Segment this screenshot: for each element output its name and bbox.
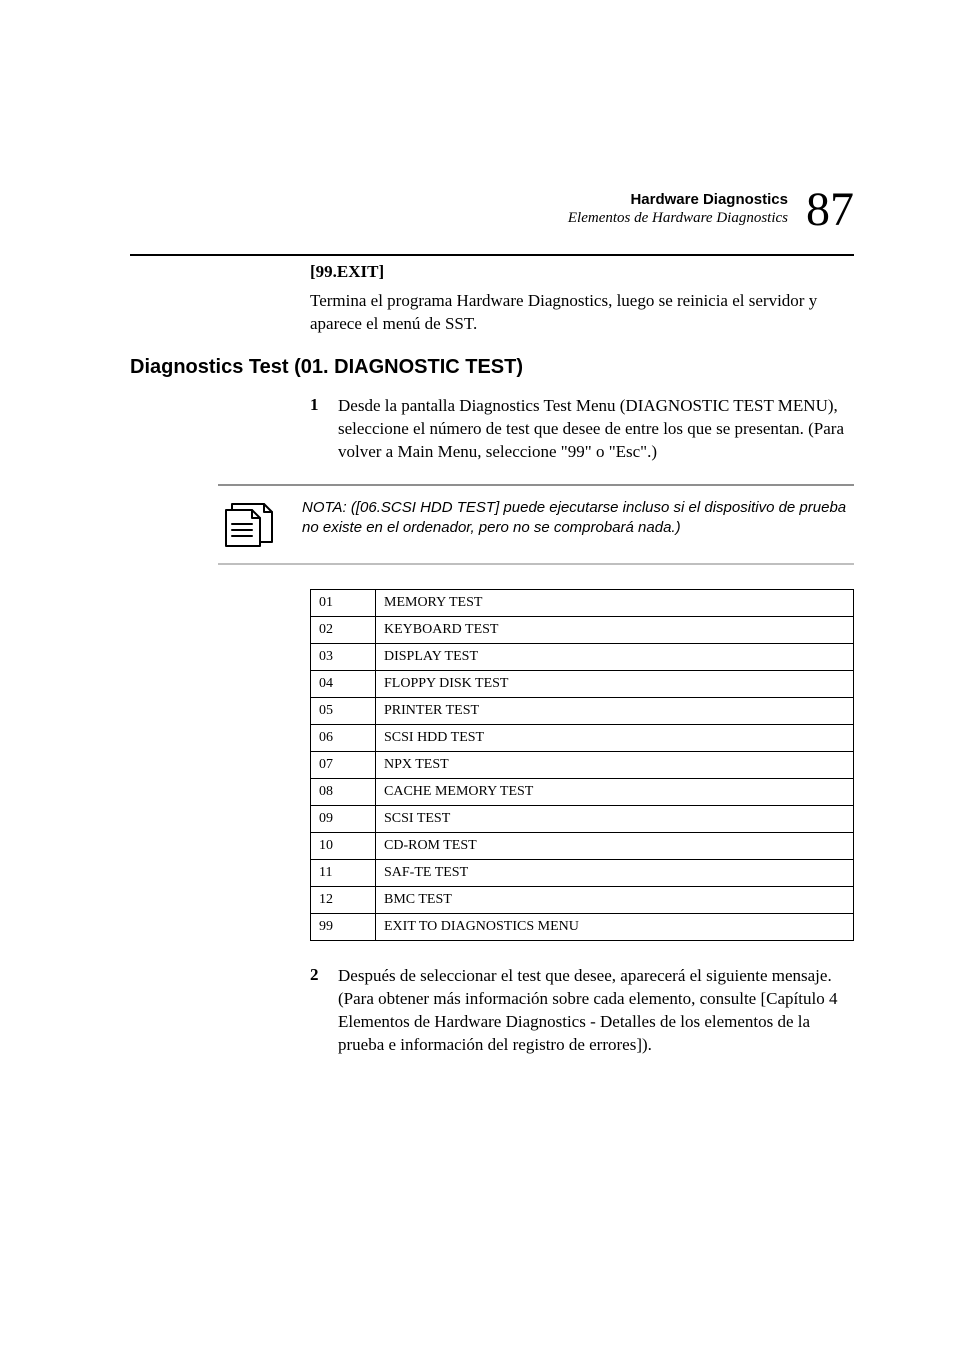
test-name-cell: KEYBOARD TEST bbox=[376, 616, 854, 643]
test-name-cell: PRINTER TEST bbox=[376, 697, 854, 724]
page-header: Hardware Diagnostics Elementos de Hardwa… bbox=[568, 186, 854, 234]
test-code-cell: 09 bbox=[311, 805, 376, 832]
test-code-cell: 12 bbox=[311, 886, 376, 913]
table-row: 06SCSI HDD TEST bbox=[311, 724, 854, 751]
table-row: 04FLOPPY DISK TEST bbox=[311, 670, 854, 697]
step-2-line1: Después de seleccionar el test que desee… bbox=[338, 966, 832, 985]
step-1: 1 Desde la pantalla Diagnostics Test Men… bbox=[310, 395, 854, 464]
test-code-cell: 99 bbox=[311, 913, 376, 940]
page-number: 87 bbox=[806, 186, 854, 234]
test-code-cell: 04 bbox=[311, 670, 376, 697]
exit-paragraph: Termina el programa Hardware Diagnostics… bbox=[310, 290, 854, 336]
test-code-cell: 07 bbox=[311, 751, 376, 778]
test-code-cell: 11 bbox=[311, 859, 376, 886]
step-2-body: Después de seleccionar el test que desee… bbox=[338, 965, 854, 1057]
header-rule bbox=[130, 254, 854, 256]
table-row: 07NPX TEST bbox=[311, 751, 854, 778]
table-row: 09SCSI TEST bbox=[311, 805, 854, 832]
test-name-cell: MEMORY TEST bbox=[376, 589, 854, 616]
test-name-cell: SCSI TEST bbox=[376, 805, 854, 832]
test-code-cell: 03 bbox=[311, 643, 376, 670]
note-inner: NOTA: ([06.SCSI HDD TEST] puede ejecutar… bbox=[218, 496, 854, 553]
table-row: 02KEYBOARD TEST bbox=[311, 616, 854, 643]
table-row: 05PRINTER TEST bbox=[311, 697, 854, 724]
content-area: [99.EXIT] Termina el programa Hardware D… bbox=[310, 262, 854, 1056]
note-rule-top bbox=[218, 484, 854, 486]
test-code-cell: 10 bbox=[311, 832, 376, 859]
test-name-cell: FLOPPY DISK TEST bbox=[376, 670, 854, 697]
step-1-number: 1 bbox=[310, 395, 324, 464]
table-row: 01MEMORY TEST bbox=[311, 589, 854, 616]
table-row: 08CACHE MEMORY TEST bbox=[311, 778, 854, 805]
page: Hardware Diagnostics Elementos de Hardwa… bbox=[0, 0, 954, 1351]
test-name-cell: DISPLAY TEST bbox=[376, 643, 854, 670]
test-name-cell: EXIT TO DIAGNOSTICS MENU bbox=[376, 913, 854, 940]
step-2-line2: (Para obtener más información sobre cada… bbox=[338, 989, 837, 1054]
note-icon bbox=[222, 496, 278, 553]
note-text: NOTA: ([06.SCSI HDD TEST] puede ejecutar… bbox=[302, 496, 850, 539]
test-code-cell: 08 bbox=[311, 778, 376, 805]
section-title: Diagnostics Test (01. DIAGNOSTIC TEST) bbox=[130, 356, 854, 379]
step-2-number: 2 bbox=[310, 965, 324, 1057]
test-code-cell: 02 bbox=[311, 616, 376, 643]
exit-heading: [99.EXIT] bbox=[310, 262, 854, 282]
note-block: NOTA: ([06.SCSI HDD TEST] puede ejecutar… bbox=[218, 484, 854, 565]
table-row: 12BMC TEST bbox=[311, 886, 854, 913]
test-name-cell: CD-ROM TEST bbox=[376, 832, 854, 859]
test-code-cell: 05 bbox=[311, 697, 376, 724]
table-row: 99EXIT TO DIAGNOSTICS MENU bbox=[311, 913, 854, 940]
note-rule-bottom bbox=[218, 563, 854, 565]
table-row: 11SAF-TE TEST bbox=[311, 859, 854, 886]
header-text-block: Hardware Diagnostics Elementos de Hardwa… bbox=[568, 191, 788, 235]
table-row: 03DISPLAY TEST bbox=[311, 643, 854, 670]
test-code-cell: 06 bbox=[311, 724, 376, 751]
test-name-cell: CACHE MEMORY TEST bbox=[376, 778, 854, 805]
test-table: 01MEMORY TEST02KEYBOARD TEST03DISPLAY TE… bbox=[310, 589, 854, 941]
test-name-cell: NPX TEST bbox=[376, 751, 854, 778]
test-code-cell: 01 bbox=[311, 589, 376, 616]
test-name-cell: SCSI HDD TEST bbox=[376, 724, 854, 751]
header-subtitle: Elementos de Hardware Diagnostics bbox=[568, 209, 788, 228]
table-row: 10CD-ROM TEST bbox=[311, 832, 854, 859]
test-name-cell: BMC TEST bbox=[376, 886, 854, 913]
step-1-text: Desde la pantalla Diagnostics Test Menu … bbox=[338, 395, 854, 464]
test-name-cell: SAF-TE TEST bbox=[376, 859, 854, 886]
header-title: Hardware Diagnostics bbox=[568, 191, 788, 210]
step-2: 2 Después de seleccionar el test que des… bbox=[310, 965, 854, 1057]
